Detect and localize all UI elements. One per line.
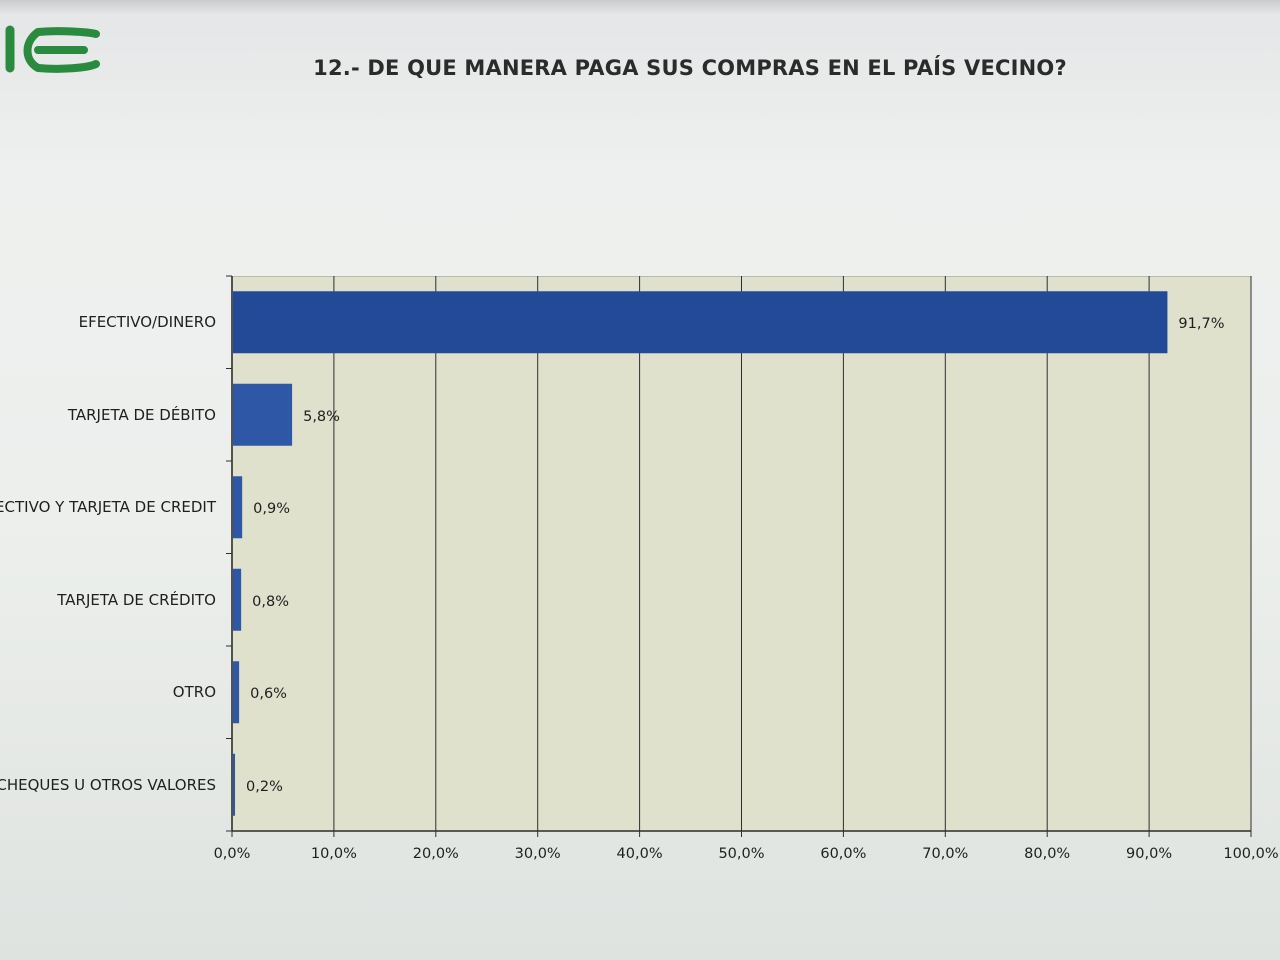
green-logo-mark-icon xyxy=(5,25,100,73)
x-tick-label: 0,0% xyxy=(213,846,251,862)
x-tick-label: 10,0% xyxy=(310,846,357,862)
category-label: CHEQUES U OTROS VALORES xyxy=(0,775,216,794)
chart-title: 12.- DE QUE MANERA PAGA SUS COMPRAS EN E… xyxy=(313,56,1067,80)
x-tick-label: 60,0% xyxy=(820,846,867,862)
data-label: 91,7% xyxy=(1178,316,1225,333)
x-tick-label: 30,0% xyxy=(514,846,561,862)
data-label: 5,8% xyxy=(303,408,340,425)
x-tick-label: 20,0% xyxy=(412,846,459,862)
bar xyxy=(233,291,1168,354)
x-tick-label: 90,0% xyxy=(1126,846,1173,862)
bar xyxy=(233,661,240,724)
data-label: 0,2% xyxy=(246,778,283,795)
x-tick-label: 50,0% xyxy=(718,846,765,862)
category-label: OTRO xyxy=(172,683,216,702)
data-label: 0,6% xyxy=(250,686,287,703)
category-label: EFECTIVO/DINERO xyxy=(78,313,216,332)
bar xyxy=(233,568,242,631)
x-tick-label: 70,0% xyxy=(922,846,969,862)
x-tick-label: 100,0% xyxy=(1223,846,1279,862)
bar xyxy=(233,476,243,539)
data-label: 0,8% xyxy=(252,593,289,610)
monitor-bezel xyxy=(0,0,1280,14)
x-tick-label: 80,0% xyxy=(1024,846,1071,862)
bar xyxy=(233,383,293,446)
bar xyxy=(233,753,236,816)
data-label: 0,9% xyxy=(253,501,290,518)
category-label: TARJETA DE CRÉDITO xyxy=(57,590,216,609)
category-label: TARJETA DE DÉBITO xyxy=(67,405,216,424)
x-tick-label: 40,0% xyxy=(616,846,663,862)
category-label: ECTIVO Y TARJETA DE CREDIT xyxy=(0,498,216,517)
